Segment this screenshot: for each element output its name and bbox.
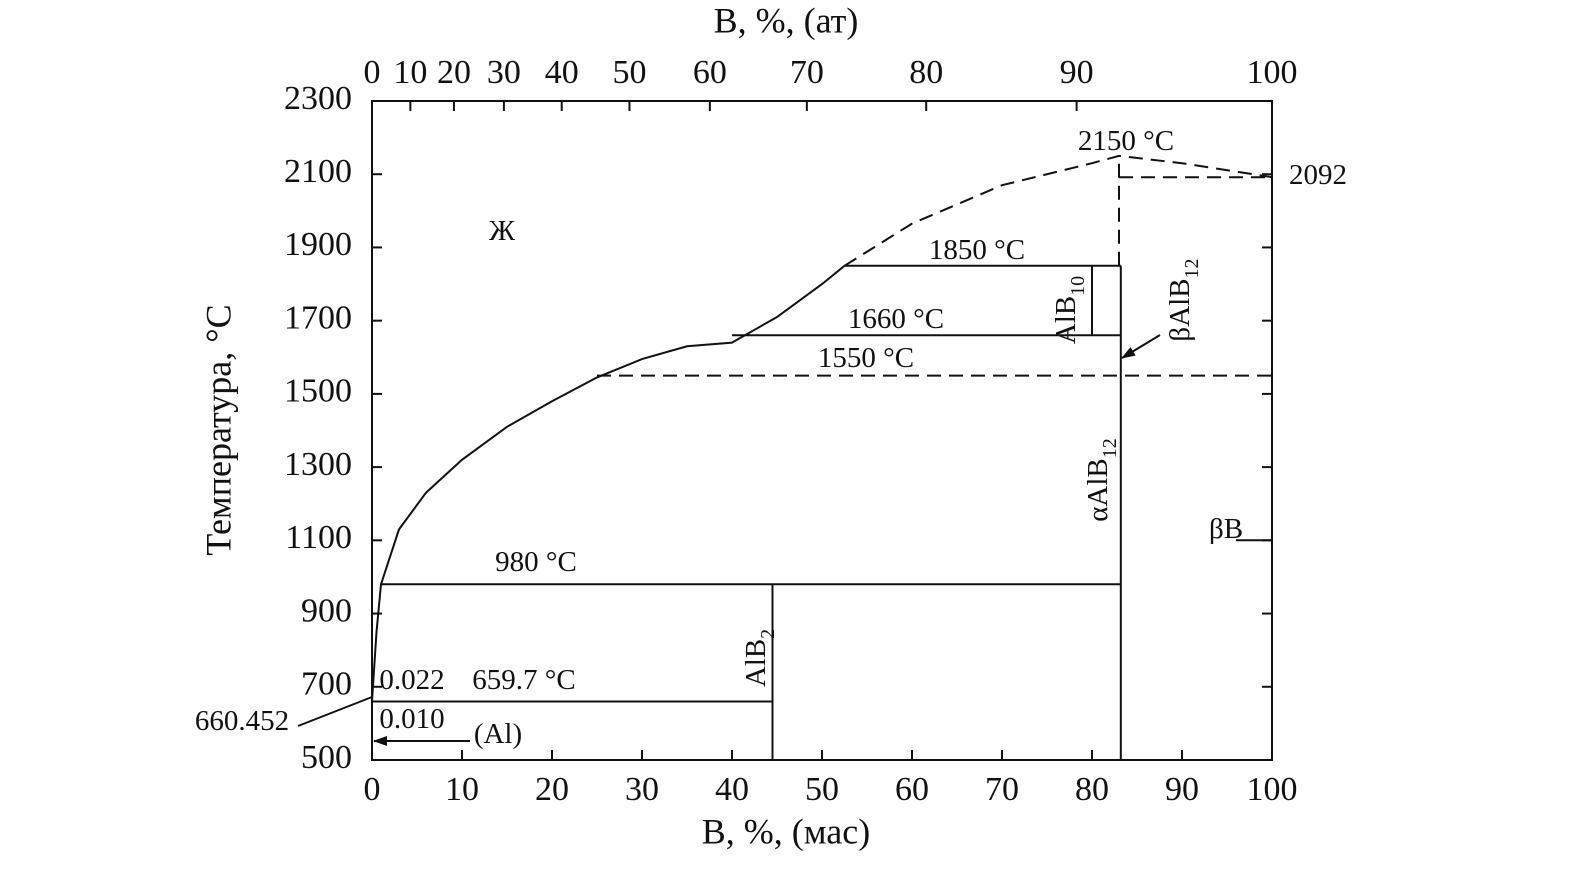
annotation: αAlB12 — [1082, 438, 1121, 522]
x-tick-label: 20 — [535, 771, 569, 808]
annotation-text: 2092 — [1289, 159, 1347, 191]
annotation-text: βB — [1209, 513, 1243, 545]
x2-tick-label: 50 — [612, 54, 646, 91]
annotation-text: 0.022 — [379, 664, 444, 696]
annotation-text: αAlB — [1082, 458, 1114, 522]
x2-tick-label: 80 — [909, 54, 943, 91]
annotation: 0.022 — [379, 664, 444, 696]
plot-frame — [371, 100, 1273, 761]
y-tick-label: 900 — [301, 592, 352, 629]
annotation: 0.010 — [379, 703, 444, 735]
x2-tick-label: 90 — [1060, 54, 1094, 91]
annotation: 1850 °C — [929, 234, 1025, 266]
annotation: 660.452 — [195, 705, 289, 737]
x2-tick-label: 20 — [437, 54, 471, 91]
x2-tick-label: 10 — [393, 54, 427, 91]
y-axis-title: Температура, °С — [198, 304, 238, 555]
y-tick-label: 2300 — [284, 80, 352, 117]
annotation-subscript: 10 — [1067, 276, 1089, 296]
annotation: Ж — [489, 215, 515, 247]
leader-line — [297, 696, 373, 727]
y-tick-label: 2100 — [284, 153, 352, 190]
annotation: 659.7 °C — [472, 664, 575, 696]
annotation-text: AlB — [740, 639, 772, 687]
annotation-text: 660.452 — [195, 705, 289, 737]
annotation-text: βAlB — [1164, 278, 1196, 341]
annotation-text: 659.7 °C — [472, 664, 575, 696]
annotation: (Al) — [474, 718, 522, 750]
annotation: 1550 °C — [818, 342, 914, 374]
annotation: βB — [1209, 513, 1243, 545]
x-tick-label: 100 — [1247, 771, 1298, 808]
x2-tick-label: 40 — [545, 54, 579, 91]
x-tick-label: 60 — [895, 771, 929, 808]
y-tick-label: 1100 — [285, 519, 352, 556]
x-tick-label: 0 — [364, 771, 381, 808]
x2-tick-label: 30 — [487, 54, 521, 91]
annotation-subscript: 12 — [1181, 258, 1203, 278]
x-axis-title: B, %, (мас) — [702, 811, 870, 851]
annotation: 2150 °C — [1078, 125, 1174, 157]
annotation: AlB10 — [1050, 276, 1089, 344]
annotation-text: AlB — [1050, 296, 1082, 344]
annotation: 2092 — [1289, 159, 1347, 191]
y-tick-label: 700 — [301, 666, 352, 703]
arrow — [1121, 334, 1161, 359]
annotation-subscript: 12 — [1099, 438, 1121, 458]
x-tick-label: 40 — [715, 771, 749, 808]
x2-tick-label: 0 — [364, 54, 381, 91]
annotation: 980 °C — [495, 546, 577, 578]
annotation-text: 1660 °C — [848, 303, 944, 335]
x2-tick-label: 70 — [790, 54, 824, 91]
annotation-text: 980 °C — [495, 546, 577, 578]
dashed-line — [843, 154, 1273, 267]
x2-tick-label: 100 — [1247, 54, 1298, 91]
phase-line — [371, 265, 846, 702]
x-tick-label: 90 — [1165, 771, 1199, 808]
x-tick-label: 70 — [985, 771, 1019, 808]
annotation-text: 1550 °C — [818, 342, 914, 374]
annotation-text: Ж — [489, 215, 515, 247]
y-tick-label: 1900 — [284, 226, 352, 263]
y-tick-label: 500 — [301, 739, 352, 776]
x-tick-label: 30 — [625, 771, 659, 808]
x2-tick-label: 60 — [693, 54, 727, 91]
y-tick-label: 1500 — [284, 373, 352, 410]
annotation: βAlB12 — [1164, 258, 1203, 341]
x-tick-label: 50 — [805, 771, 839, 808]
annotation: 1660 °C — [848, 303, 944, 335]
y-tick-label: 1300 — [284, 446, 352, 483]
x-tick-label: 10 — [445, 771, 479, 808]
annotation-subscript: 2 — [757, 629, 779, 639]
annotation: AlB2 — [740, 629, 779, 687]
annotation-text: 0.010 — [379, 703, 444, 735]
annotation-text: (Al) — [474, 718, 522, 750]
annotation-text: 1850 °C — [929, 234, 1025, 266]
x2-axis-title: B, %, (ат) — [714, 0, 859, 40]
y-tick-label: 1700 — [284, 299, 352, 336]
x-tick-label: 80 — [1075, 771, 1109, 808]
annotation-text: 2150 °C — [1078, 125, 1174, 157]
